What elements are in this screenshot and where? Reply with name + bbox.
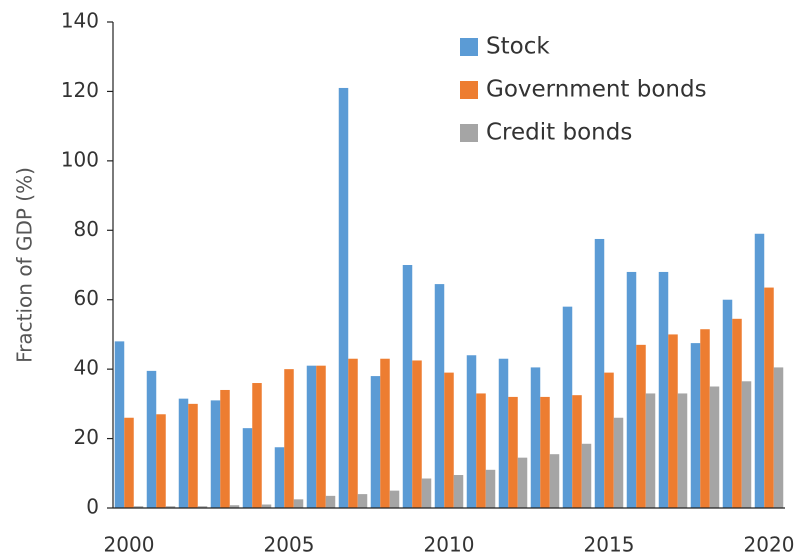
bar: [476, 393, 486, 508]
bar: [370, 376, 381, 508]
bar: [668, 334, 678, 508]
y-tick-label: 100: [61, 147, 99, 171]
bar: [732, 318, 742, 508]
bar: [485, 469, 496, 508]
bar: [498, 358, 509, 508]
x-tick-label: 2010: [424, 533, 475, 557]
y-tick-label: 0: [86, 495, 99, 519]
bar: [325, 495, 336, 508]
y-axis-label: Fraction of GDP (%): [13, 167, 37, 363]
bar: [229, 505, 240, 508]
bar: [530, 367, 541, 508]
bar: [677, 393, 688, 508]
bar: [764, 287, 774, 508]
bar: [508, 396, 518, 508]
bar: [636, 344, 646, 508]
bar: [124, 417, 134, 508]
bar: [178, 398, 189, 508]
bar: [434, 284, 445, 508]
legend-label: Stock: [486, 34, 550, 60]
bar: [316, 365, 326, 508]
bar: [517, 457, 528, 508]
bar: [261, 504, 272, 508]
bar: [156, 414, 166, 508]
bar: [645, 393, 656, 508]
bar: [210, 400, 221, 508]
bar: [604, 372, 614, 508]
bar: [549, 454, 560, 508]
bar: [466, 355, 477, 508]
y-tick-label: 20: [74, 425, 99, 449]
y-tick-label: 140: [61, 9, 99, 33]
bar: [421, 478, 432, 508]
bar: [306, 365, 317, 508]
bar: [165, 506, 176, 508]
bar: [741, 381, 752, 508]
legend-label: Credit bonds: [486, 120, 632, 146]
x-tick-label: 2000: [104, 533, 155, 557]
bar: [220, 389, 230, 508]
bar: [348, 358, 358, 508]
y-tick-label: 40: [74, 356, 99, 380]
bar: [389, 490, 400, 508]
legend-label: Government bonds: [486, 77, 707, 103]
bar: [146, 370, 157, 508]
bar: [242, 428, 253, 508]
bar: [357, 494, 368, 508]
bar: [188, 403, 198, 508]
bar: [197, 506, 208, 508]
bar: [690, 343, 701, 508]
bar: [722, 299, 733, 508]
legend-swatch: [460, 81, 478, 99]
bar: [274, 447, 285, 508]
x-tick-label: 2020: [744, 533, 794, 557]
y-tick-label: 120: [61, 78, 99, 102]
bar: [626, 271, 637, 508]
bar: [594, 238, 605, 508]
bar: [252, 383, 262, 508]
x-tick-label: 2015: [584, 533, 635, 557]
y-tick-label: 80: [74, 217, 99, 241]
x-tick-label: 2005: [264, 533, 315, 557]
bar: [453, 475, 464, 508]
bar: [402, 265, 413, 508]
bar: [380, 358, 390, 508]
bar: [700, 329, 710, 508]
bar: [114, 341, 125, 508]
bar: [293, 499, 304, 508]
bar: [572, 395, 582, 508]
legend-swatch: [460, 38, 478, 56]
bar: [613, 417, 624, 508]
bar: [754, 233, 765, 508]
bar: [133, 506, 144, 508]
bar: [444, 372, 454, 508]
y-tick-label: 60: [74, 286, 99, 310]
bar: [658, 271, 669, 508]
bar: [412, 360, 422, 508]
bar: [581, 443, 592, 508]
bar: [562, 306, 573, 508]
legend-swatch: [460, 124, 478, 142]
bar: [709, 386, 720, 508]
bar: [338, 87, 349, 508]
bar: [540, 396, 550, 508]
bar: [284, 369, 294, 508]
bar: [773, 367, 784, 508]
